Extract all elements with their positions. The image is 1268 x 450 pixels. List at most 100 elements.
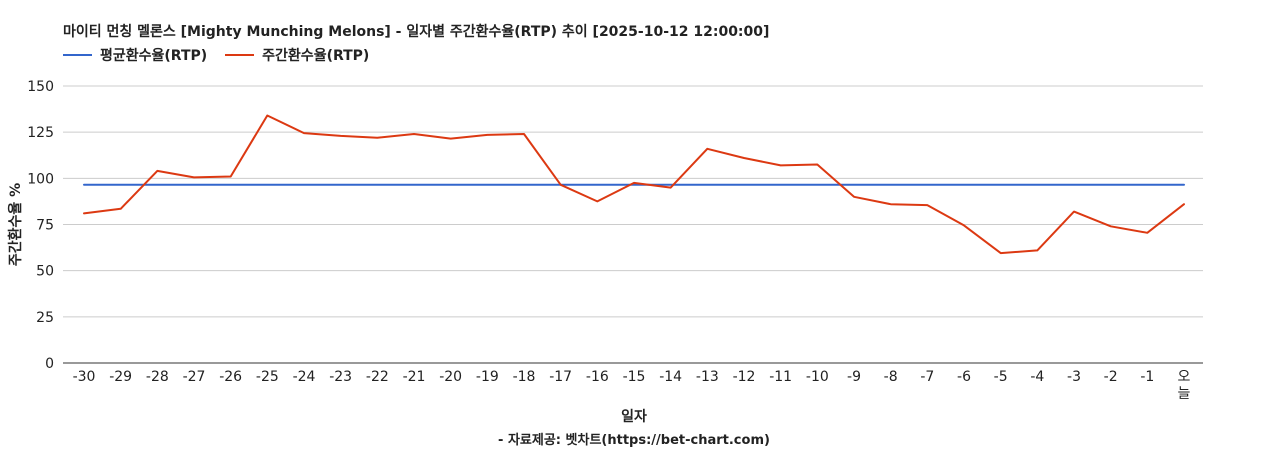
x-tick-label: -25	[256, 369, 279, 385]
chart-title: 마이티 먼칭 멜론스 [Mighty Munching Melons] - 일자…	[63, 24, 770, 40]
x-tick-label: -20	[439, 369, 462, 385]
data-point-weekly	[119, 207, 123, 211]
data-point-weekly	[449, 137, 453, 141]
x-tick-label: -23	[329, 369, 352, 385]
data-point-average	[1145, 183, 1149, 187]
x-tick-label: -27	[183, 369, 206, 385]
x-tick-label: -12	[733, 369, 756, 385]
data-point-average	[522, 183, 526, 187]
data-point-weekly	[632, 181, 636, 185]
x-tick-label: -3	[1067, 369, 1081, 385]
legend-label-weekly: 주간환수율(RTP)	[262, 48, 370, 64]
x-tick-label: -9	[847, 369, 861, 385]
source-credit: - 자료제공: 벳차트(https://bet-chart.com)	[498, 433, 770, 448]
data-point-weekly	[852, 195, 856, 199]
x-tick-label: -4	[1030, 369, 1044, 385]
data-point-weekly	[779, 163, 783, 167]
data-point-weekly	[1182, 202, 1186, 206]
data-point-average	[485, 183, 489, 187]
data-point-weekly	[192, 175, 196, 179]
data-point-weekly	[1109, 224, 1113, 228]
data-point-weekly	[375, 136, 379, 140]
data-point-average	[265, 183, 269, 187]
x-tick-label: -10	[806, 369, 829, 385]
y-tick-label: 150	[27, 79, 54, 95]
x-tick-label: -14	[659, 369, 682, 385]
data-point-average	[449, 183, 453, 187]
data-point-average	[192, 183, 196, 187]
x-tick-label: -29	[109, 369, 132, 385]
data-point-average	[779, 183, 783, 187]
x-tick-label: -26	[219, 369, 242, 385]
x-tick-label: -17	[549, 369, 572, 385]
data-point-average	[1035, 183, 1039, 187]
x-tick-label: -2	[1104, 369, 1118, 385]
y-tick-label: 100	[27, 171, 54, 187]
data-point-average	[1109, 183, 1113, 187]
data-point-average	[705, 183, 709, 187]
x-tick-label: -5	[994, 369, 1008, 385]
data-point-average	[412, 183, 416, 187]
data-point-weekly	[1035, 248, 1039, 252]
series-line-weekly	[83, 114, 1185, 255]
x-tick-label: -7	[920, 369, 934, 385]
x-tick-label: -6	[957, 369, 971, 385]
data-point-average	[852, 183, 856, 187]
legend-swatch-weekly	[225, 54, 255, 56]
x-tick-label: -30	[73, 369, 96, 385]
data-point-weekly	[595, 199, 599, 203]
data-point-average	[302, 183, 306, 187]
x-tick-label: -16	[586, 369, 609, 385]
data-point-weekly	[485, 133, 489, 137]
data-point-weekly	[742, 156, 746, 160]
x-tick-label: -24	[293, 369, 316, 385]
data-point-weekly	[705, 147, 709, 151]
legend-swatch-average	[63, 54, 92, 56]
data-point-average	[229, 183, 233, 187]
x-tick-label: -8	[884, 369, 898, 385]
x-tick-label: -1	[1140, 369, 1154, 385]
data-point-weekly	[999, 251, 1003, 255]
data-point-weekly	[155, 169, 159, 173]
y-axis-title: 주간환수율 %	[7, 183, 24, 266]
y-tick-label: 50	[36, 264, 54, 280]
data-point-weekly	[82, 211, 86, 215]
legend-item-weekly[interactable]: 주간환수율(RTP)	[225, 45, 369, 65]
data-point-average	[962, 183, 966, 187]
data-point-weekly	[302, 131, 306, 135]
data-point-weekly	[1072, 210, 1076, 214]
x-tick-label: -11	[769, 369, 792, 385]
data-point-average	[815, 183, 819, 187]
data-point-average	[925, 183, 929, 187]
x-tick-label: -13	[696, 369, 719, 385]
legend-label-average: 평균환수율(RTP)	[100, 48, 208, 64]
y-tick-label: 0	[45, 356, 54, 372]
data-point-weekly	[889, 202, 893, 206]
data-point-average	[119, 183, 123, 187]
y-tick-label: 125	[27, 125, 54, 141]
data-point-weekly	[522, 132, 526, 136]
data-point-weekly	[265, 114, 269, 118]
y-tick-label: 75	[36, 218, 54, 234]
legend: 평균환수율(RTP) 주간환수율(RTP)	[63, 45, 387, 65]
data-point-average	[1182, 183, 1186, 187]
data-point-weekly	[1145, 231, 1149, 235]
data-point-weekly	[229, 174, 233, 178]
legend-item-average[interactable]: 평균환수율(RTP)	[63, 45, 207, 65]
data-point-average	[339, 183, 343, 187]
data-point-weekly	[925, 203, 929, 207]
data-point-average	[155, 183, 159, 187]
data-point-weekly	[962, 223, 966, 227]
data-point-average	[1072, 183, 1076, 187]
x-tick-label: -28	[146, 369, 169, 385]
y-tick-label: 25	[36, 310, 54, 326]
data-point-average	[742, 183, 746, 187]
data-point-weekly	[559, 183, 563, 187]
data-point-weekly	[339, 134, 343, 138]
data-point-average	[889, 183, 893, 187]
x-tick-label: -19	[476, 369, 499, 385]
x-axis-title: 일자	[621, 409, 647, 425]
data-point-average	[375, 183, 379, 187]
x-tick-label: -21	[403, 369, 426, 385]
